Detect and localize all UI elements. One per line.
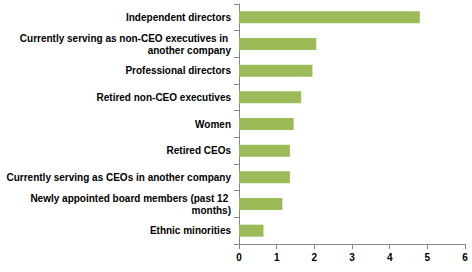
svg-text:Retired non-CEO executives: Retired non-CEO executives (97, 92, 232, 103)
svg-text:Ethnic minorities: Ethnic minorities (150, 225, 232, 236)
svg-text:Independent directors: Independent directors (126, 12, 231, 23)
svg-text:1: 1 (274, 252, 280, 263)
svg-text:0: 0 (236, 252, 242, 263)
svg-text:5: 5 (425, 252, 431, 263)
svg-text:4: 4 (387, 252, 393, 263)
svg-text:Currently serving as CEOs in a: Currently serving as CEOs in another com… (6, 172, 231, 183)
svg-text:6: 6 (462, 252, 468, 263)
svg-text:another company: another company (148, 45, 232, 56)
svg-text:months): months) (192, 205, 231, 216)
svg-text:Women: Women (195, 119, 231, 130)
svg-text:Currently serving as non-CEO e: Currently serving as non-CEO executives … (20, 33, 231, 44)
svg-text:Retired CEOs: Retired CEOs (167, 145, 232, 156)
svg-text:2: 2 (312, 252, 318, 263)
svg-text:3: 3 (349, 252, 355, 263)
svg-text:Professional directors: Professional directors (125, 65, 231, 76)
svg-text:Newly appointed board members: Newly appointed board members (past 12 (30, 193, 231, 204)
